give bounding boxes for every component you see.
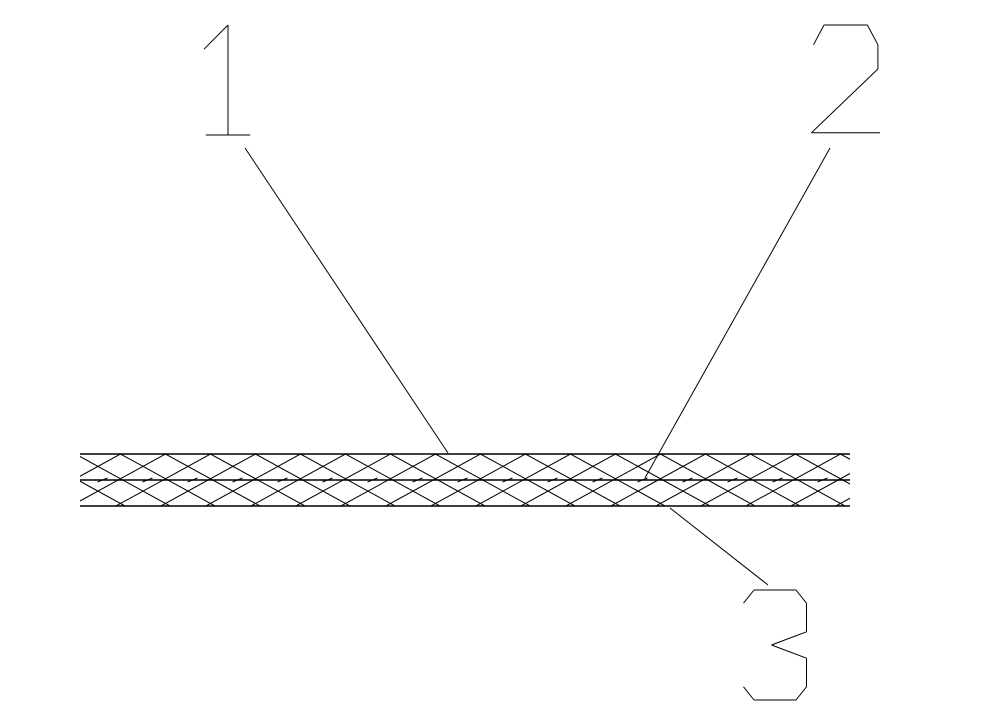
label-1-glyph bbox=[204, 25, 250, 135]
label-1 bbox=[204, 25, 448, 453]
label-2-glyph bbox=[811, 25, 880, 133]
label-2 bbox=[645, 25, 880, 478]
cross-section bbox=[0, 454, 1000, 506]
label-3-glyph bbox=[744, 590, 807, 700]
label-3 bbox=[670, 508, 807, 700]
